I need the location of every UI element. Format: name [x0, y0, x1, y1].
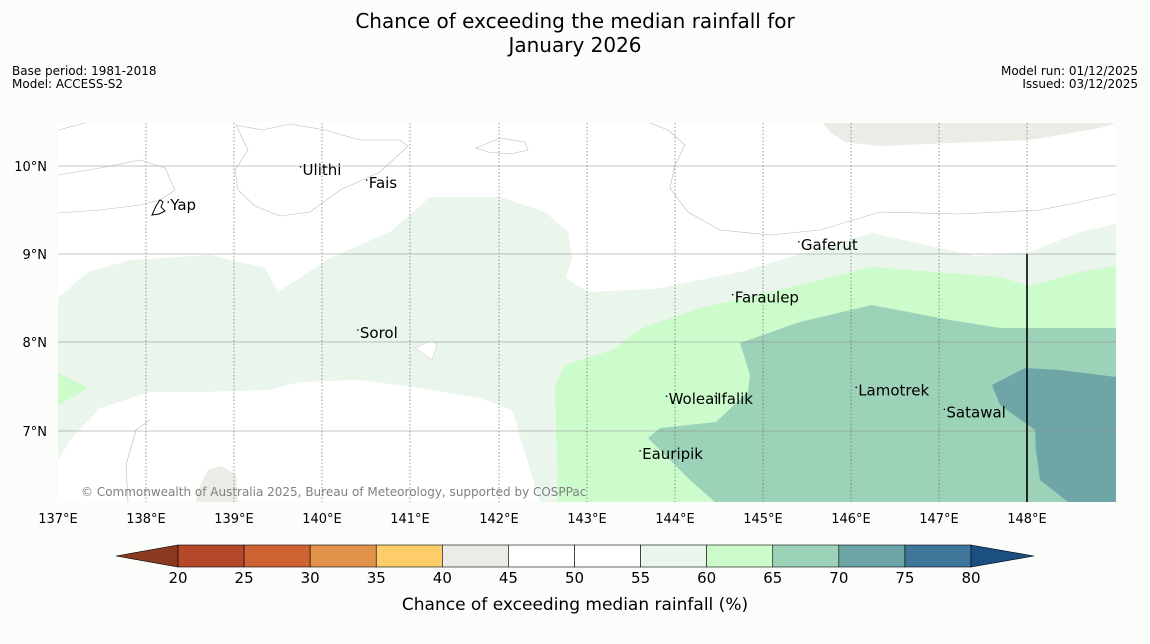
place-label: Faraulep — [735, 289, 799, 307]
colorbar-cell — [706, 544, 774, 568]
colorbar-tick-label: 55 — [631, 569, 650, 587]
contour-50-e — [649, 123, 1116, 236]
lon-label: 141°E — [390, 512, 430, 527]
colorbar-cell — [574, 544, 641, 568]
colorbar-tick-label: 20 — [168, 569, 187, 587]
colorbar-tick-label: 45 — [499, 569, 518, 587]
lon-axis-labels: 137°E 138°E 139°E 140°E 141°E 142°E 143°… — [38, 512, 1047, 527]
lat-label: 7°N — [23, 425, 48, 440]
place-label: Yap — [169, 196, 196, 214]
map-frame — [58, 123, 1116, 502]
place-marker — [731, 293, 734, 296]
yap-island-shape — [151, 199, 166, 216]
lat-label: 9°N — [23, 248, 48, 263]
place-marker — [943, 408, 946, 411]
contour-50-a — [58, 159, 176, 214]
map-title-line-2: January 2026 — [508, 33, 642, 57]
region-45-50-patch — [414, 339, 438, 361]
colorbar-tick-label: 60 — [697, 569, 716, 587]
colorbar-cell — [177, 544, 245, 568]
lon-label: 138°E — [126, 512, 166, 527]
colorbar-cell — [309, 544, 377, 568]
place-marker — [855, 386, 858, 389]
lon-label: 146°E — [831, 512, 871, 527]
region-65-70 — [648, 305, 1116, 502]
lon-label: 143°E — [567, 512, 607, 527]
copyright-text: © Commonwealth of Australia 2025, Bureau… — [81, 485, 586, 499]
region-55-60-ne — [823, 123, 1116, 146]
contour-50-b — [58, 123, 86, 131]
colorbar-cell — [508, 544, 575, 568]
model-run-text: Model run: 01/12/2025 — [1000, 64, 1138, 78]
colorbar-cells — [177, 544, 972, 568]
place-marker — [665, 395, 668, 397]
colorbar-tick-label: 40 — [433, 569, 452, 587]
colorbar-cell — [904, 544, 972, 568]
place-label: Ifalik — [717, 390, 753, 408]
lat-label: 10°N — [14, 160, 47, 175]
base-period-text: Base period: 1981-2018 — [12, 64, 157, 78]
colorbar-tick-label: 80 — [961, 569, 980, 587]
lon-label: 137°E — [38, 512, 78, 527]
region-60-65-west — [58, 373, 88, 405]
lon-label: 139°E — [214, 512, 254, 527]
colorbar-under-arrow — [115, 544, 179, 568]
lat-axis-labels: 10°N 9°N 8°N 7°N — [14, 160, 47, 440]
contour-50-c — [234, 123, 409, 217]
place-label: Woleai — [669, 390, 719, 408]
colorbar-tick-label: 65 — [763, 569, 782, 587]
colorbar-tick-label: 70 — [829, 569, 848, 587]
lon-label: 144°E — [655, 512, 695, 527]
place-marker — [357, 329, 359, 331]
colorbar-tick-label: 35 — [367, 569, 386, 587]
place-marker — [299, 166, 302, 168]
grid-lat — [58, 165, 1116, 432]
place-label: Fais — [369, 174, 398, 192]
place-marker — [798, 240, 800, 243]
colorbar-tick-label: 30 — [301, 569, 320, 587]
colorbar-tick-label: 25 — [235, 569, 254, 587]
place-marker — [365, 179, 368, 181]
map-title-line-1: Chance of exceeding the median rainfall … — [355, 9, 795, 33]
place-marker — [714, 395, 716, 397]
place-label: Gaferut — [801, 236, 858, 254]
colorbar: 20 25 30 35 40 45 50 55 60 65 70 75 80 — [115, 544, 1035, 587]
colorbar-cell — [375, 544, 443, 568]
model-text: Model: ACCESS-S2 — [12, 77, 124, 91]
places-layer: Yap Ulithi Fais Gaferut Faraulep Sorol WoleaiI… — [167, 161, 1006, 463]
place-label: Sorol — [360, 324, 398, 342]
region-40-45-sw — [196, 466, 238, 502]
issued-text: Issued: 03/12/2025 — [1022, 77, 1138, 91]
colorbar-tick-label: 75 — [895, 569, 914, 587]
place-label: Eauripik — [642, 445, 703, 463]
rainfall-probability-fields — [58, 123, 1116, 502]
colorbar-cell — [243, 544, 311, 568]
colorbar-ticks: 20 25 30 35 40 45 50 55 60 65 70 75 80 — [168, 569, 980, 587]
lat-label: 8°N — [23, 336, 48, 351]
colorbar-over-arrow — [970, 544, 1035, 568]
meta-right: Model run: 01/12/2025 Issued: 03/12/2025 — [1001, 65, 1138, 91]
lon-label: 145°E — [743, 512, 783, 527]
place-label: Satawal — [946, 403, 1005, 421]
lon-label: 148°E — [1007, 512, 1047, 527]
colorbar-cell — [640, 544, 707, 568]
region-70-75 — [992, 368, 1116, 502]
lon-label: 140°E — [302, 512, 342, 527]
colorbar-cell — [442, 544, 509, 568]
contour-50-d — [475, 137, 529, 155]
colorbar-label: Chance of exceeding median rainfall (%) — [402, 595, 748, 615]
place-marker — [167, 201, 170, 203]
place-label: Ulithi — [303, 161, 342, 179]
colorbar-cell — [772, 544, 840, 568]
lon-label: 142°E — [479, 512, 519, 527]
lon-label: 147°E — [919, 512, 959, 527]
place-label: Lamotrek — [858, 381, 929, 399]
colorbar-cell — [838, 544, 906, 568]
place-marker — [639, 450, 641, 452]
meta-left: Base period: 1981-2018 Model: ACCESS-S2 — [12, 65, 157, 91]
colorbar-tick-label: 50 — [565, 569, 584, 587]
contour-50-f — [125, 419, 151, 502]
